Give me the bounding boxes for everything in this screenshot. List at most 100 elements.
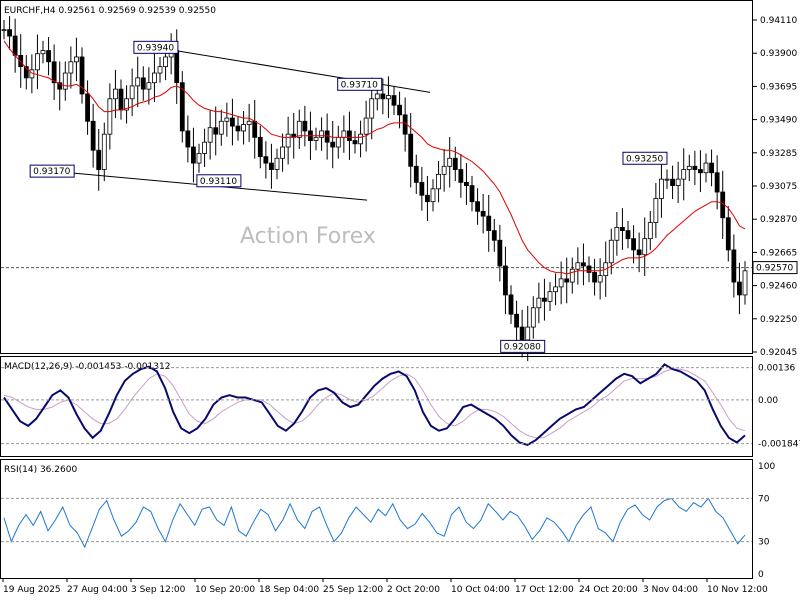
rsi-line [3,497,746,549]
candle-body [441,165,447,175]
time-tick-label: 27 Aug 04:00 [67,585,128,595]
candle-body [397,104,402,116]
candle-body [174,50,180,84]
watermark: Action Forex [240,224,376,249]
time-tick-label: 17 Oct 12:00 [515,585,574,595]
time-axis: 19 Aug 2025 27 Aug 04:00 3 Sep 12:00 10 Sep… [2,578,768,595]
candle-body [152,72,157,84]
time-tick-label: 19 Aug 2025 [3,585,61,595]
candle-body [709,162,714,174]
candle-body [530,307,536,328]
candle-body [369,98,375,119]
candle-body [179,82,185,132]
candles [1,16,748,362]
candle-body [113,88,118,100]
time-tick-label: 3 Nov 04:00 [643,585,698,595]
current-price-label: 0.92570 [756,264,793,274]
candle-body [235,125,241,132]
candle-body [653,198,659,223]
candle-body [659,178,664,199]
price-tick-label: 0.92665 [760,248,797,258]
callout-box [133,40,179,54]
candle-body [670,178,675,186]
candle-body [347,130,352,141]
price-tick-label: 0.92045 [760,348,797,358]
candle-body [447,157,453,167]
rsi-tick-label: 0 [758,570,764,580]
candle-body [124,98,129,111]
price-tick-label: 0.93490 [760,116,797,126]
rsi-header: RSI(14) 36.2600 [4,465,77,475]
rsi-line [3,497,746,549]
candle-body [614,226,620,241]
callout-box [196,174,242,188]
candle-body [464,181,469,186]
candle-body [135,77,141,87]
candle-body [62,72,68,90]
candle-body [469,185,475,203]
time-tick-label: 3 Sep 12:00 [131,585,186,595]
candle-body [664,178,670,181]
candle-body [380,93,386,100]
candle-body [725,217,731,251]
callout-box [500,339,546,353]
candle-body [575,262,581,270]
candle-body [341,130,347,138]
candle-body [386,95,391,100]
price-callouts: 0.93940 0.93710 0.93170 0.93110 0.93250 0.920… [29,40,668,353]
macd-tick-label: 0.00 [758,396,778,406]
candle-body [352,140,358,145]
macd-lines [3,363,746,446]
rsi-panel [0,459,753,579]
candle-body [558,278,564,288]
candle-body [207,127,213,143]
candle-body [686,165,692,170]
candle-body [129,85,135,100]
candle-body [698,169,703,174]
candle-body [597,275,603,283]
candle-body [185,130,191,148]
candle-body [586,265,592,273]
callout-box [29,164,75,178]
candle-body [714,172,720,193]
candle-body [40,50,46,55]
macd-axis: 0.00136 0.00 -0.001847 [1,364,800,450]
candle-body [553,286,558,293]
candle-body [146,82,152,90]
candle-body [335,136,341,148]
current-price-box [752,261,798,275]
candle-body [191,146,196,164]
price-tick-label: 0.94110 [760,16,797,26]
price-tick-label: 0.92250 [760,315,797,325]
candle-body [330,141,336,148]
candle-body [703,162,709,174]
candle-body [514,313,519,328]
candle-body [391,95,397,106]
candle-body [257,136,263,158]
candle-body [647,222,653,240]
candle-body [74,56,79,63]
time-tick-label: 18 Sep 04:00 [259,585,319,595]
time-tick-label: 2 Oct 20:00 [387,585,440,595]
candle-body [458,169,464,183]
callout-label: 0.92080 [504,342,541,352]
macd-tick-label: -0.001847 [758,440,800,450]
candle-body [408,133,414,167]
candle-body [542,297,547,302]
price-tick-label: 0.93285 [760,149,797,159]
moving-average [3,40,746,275]
candle-body [642,238,648,256]
candle-body [519,326,525,341]
candle-body [230,117,235,127]
candle-body [313,136,319,141]
macd-signal-line [3,368,746,439]
candle-body [252,120,258,138]
candle-body [263,156,269,164]
candle-body [475,201,480,212]
candle-body [486,215,492,232]
rsi-tick-label: 100 [758,462,775,472]
candle-body [140,77,146,90]
candle-body [358,133,363,145]
candle-body [692,165,698,170]
